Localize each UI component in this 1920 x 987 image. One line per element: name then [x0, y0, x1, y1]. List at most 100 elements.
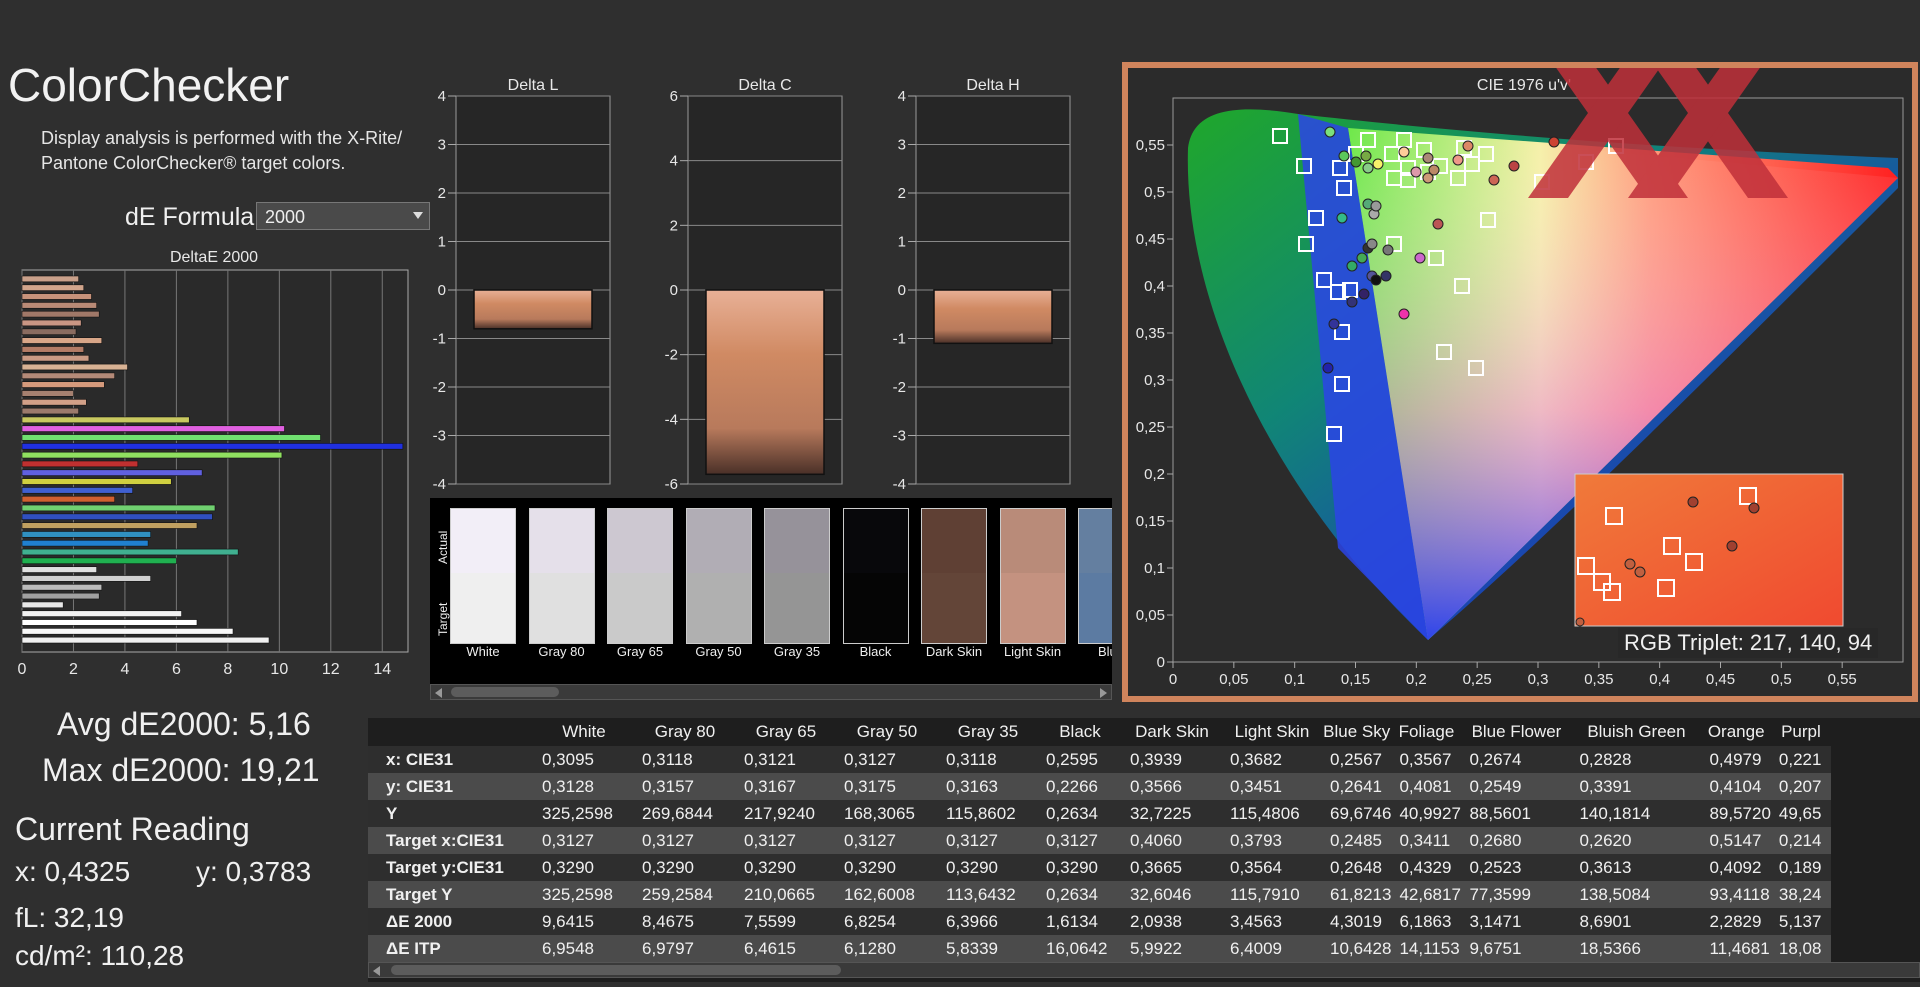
deltae-bar — [21, 531, 151, 538]
color-swatch[interactable] — [450, 508, 516, 644]
cie-x-tick-label: 0,35 — [1584, 671, 1613, 688]
de-formula-dropdown[interactable]: 2000 — [256, 202, 430, 230]
swatch-label: Gray 65 — [616, 644, 664, 659]
delta-tick-label: -1 — [433, 331, 446, 348]
swatch-label: Blue — [1097, 644, 1112, 659]
table-cell: 0,3127 — [736, 827, 836, 854]
table-cell: 115,7910 — [1222, 881, 1322, 908]
table-cell: 0,4092 — [1701, 854, 1771, 881]
target-color — [451, 573, 515, 643]
color-swatch[interactable] — [528, 508, 595, 644]
color-swatch[interactable] — [685, 508, 752, 644]
deltae-tick-label: 12 — [322, 661, 340, 678]
color-swatch-strip: Actual Target White Gray 80 Gray 65 Gray 50… — [430, 498, 1112, 688]
table-cell: 0,2634 — [1038, 881, 1122, 908]
table-cell: 0,3127 — [836, 827, 938, 854]
table-cell: 3,1471 — [1461, 908, 1572, 935]
target-marker — [1334, 324, 1350, 340]
deltae-bar — [21, 619, 198, 626]
delta-tick-label: 0 — [438, 282, 446, 299]
delta-tick-label: -4 — [433, 476, 446, 493]
color-swatch[interactable] — [607, 508, 673, 644]
deltae-chart-title: DeltaE 2000 — [170, 249, 258, 266]
table-cell: 0,3175 — [836, 773, 938, 800]
measured-point — [1422, 152, 1434, 164]
cie-x-tick-label: 0,05 — [1219, 671, 1248, 688]
target-marker — [1386, 236, 1402, 252]
scroll-right-icon[interactable] — [1100, 688, 1107, 698]
zoom-inset — [1574, 473, 1844, 627]
deltae-bar — [21, 539, 149, 547]
table-cell: 168,3065 — [836, 800, 938, 827]
table-scroll-left-icon[interactable] — [373, 966, 380, 976]
table-cell: 18,08 — [1770, 935, 1831, 962]
delta-tick-label: 0 — [898, 282, 906, 299]
swatch-label: Light Skin — [1003, 644, 1062, 659]
swatch-scroll-thumb[interactable] — [451, 687, 559, 697]
target-marker — [1330, 284, 1346, 300]
table-cell: 0,3127 — [938, 827, 1038, 854]
table-cell: 1,6134 — [1038, 908, 1122, 935]
measured-point — [1366, 238, 1378, 250]
table-cell: 0,2595 — [1038, 746, 1122, 773]
table-cell: 0,3290 — [634, 854, 736, 881]
cie-x-tick-label: 0,4 — [1649, 671, 1670, 688]
measured-point — [1414, 252, 1426, 264]
fl-value: fL: 32,19 — [15, 902, 124, 933]
table-cell: 325,2598 — [534, 800, 634, 827]
delta-tick-label: 2 — [438, 185, 446, 202]
table-scrollbar[interactable] — [368, 962, 1920, 978]
actual-color — [765, 509, 829, 573]
cie-chart-title: CIE 1976 u'v' — [1477, 77, 1571, 94]
delta-lch-charts: Delta L 4 3 2 1 0 -1 -2 -3 -4 Delta C 6 4 2 0 -2 -4 -6 Del… — [433, 77, 1071, 493]
color-swatch[interactable] — [1078, 508, 1112, 644]
delta-tick-label: 3 — [438, 137, 446, 154]
table-cell: 0,3411 — [1391, 827, 1462, 854]
delta-chart-title: Delta C — [738, 77, 791, 94]
description-text: Display analysis is performed with the X… — [41, 128, 403, 173]
table-column-header: Dark Skin — [1135, 722, 1209, 741]
target-marker — [1428, 250, 1444, 266]
table-cell: 259,2584 — [634, 881, 736, 908]
table-cell: 10,6428 — [1322, 935, 1392, 962]
target-marker — [1296, 158, 1312, 174]
gamut-vertical-blend — [1348, 128, 1898, 640]
table-cell: 210,0665 — [736, 881, 836, 908]
measured-point — [1346, 296, 1358, 308]
table-cell: 32,7225 — [1122, 800, 1222, 827]
deltae-tick-label: 8 — [223, 661, 232, 678]
table-cell: 32,6046 — [1122, 881, 1222, 908]
color-swatch[interactable] — [921, 508, 987, 644]
table-column-header: Purpl — [1781, 722, 1821, 741]
color-swatch[interactable] — [999, 508, 1066, 644]
table-cell: 8,6901 — [1571, 908, 1702, 935]
table-cell: 6,3966 — [938, 908, 1038, 935]
table-cell: 0,2549 — [1461, 773, 1572, 800]
table-cell: 0,3118 — [938, 746, 1038, 773]
table-cell: 40,9927 — [1391, 800, 1462, 827]
table-column-header: Light Skin — [1234, 722, 1310, 741]
table-cell: 0,3564 — [1222, 854, 1322, 881]
color-swatch[interactable] — [764, 508, 830, 644]
delta-tick-label: 2 — [670, 217, 678, 234]
chevron-down-icon — [413, 212, 423, 219]
table-cell: 0,2266 — [1038, 773, 1122, 800]
delta-tick-label: -3 — [893, 428, 906, 445]
delta-tick-label: 6 — [670, 88, 678, 105]
color-swatch[interactable] — [842, 508, 909, 644]
cie-x-tick-label: 0,15 — [1341, 671, 1370, 688]
delta-tick-label: 4 — [670, 153, 678, 170]
table-cell: 69,6746 — [1322, 800, 1392, 827]
deltae-bar — [21, 495, 115, 503]
measured-point — [1346, 260, 1358, 272]
delta-tick-label: 1 — [898, 234, 906, 251]
swatch-scrollbar[interactable] — [430, 684, 1112, 700]
table-row: Target Y 325,2598 259,2584 210,0665 162,6008… — [368, 881, 1831, 908]
scroll-left-icon[interactable] — [435, 688, 442, 698]
table-scroll-thumb[interactable] — [391, 965, 841, 975]
deltae-bar — [21, 372, 115, 380]
table-cell: 2,0938 — [1122, 908, 1222, 935]
target-color — [843, 573, 908, 643]
row-header: Target Y — [368, 881, 534, 908]
table-row: x: CIE31 0,3095 0,3118 0,3121 0,3127 0,3118 0,… — [368, 746, 1831, 773]
